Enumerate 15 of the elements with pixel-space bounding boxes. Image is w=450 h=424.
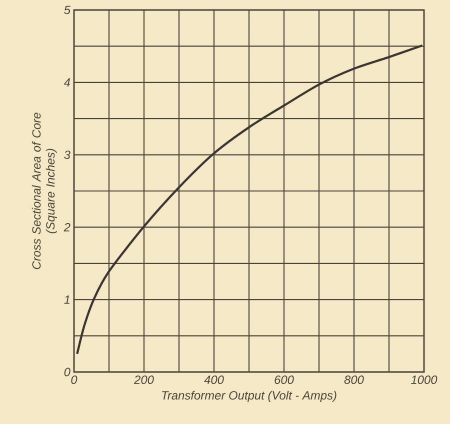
y-tick-label: 5: [64, 6, 71, 14]
y-tick-label: 4: [64, 78, 70, 87]
x-tick-label: 800: [344, 376, 364, 384]
x-tick-label: 600: [274, 376, 294, 384]
x-tick-label: 1000: [411, 376, 438, 384]
x-axis-title: Transformer Output (Volt - Amps): [162, 390, 336, 402]
line-series: [76, 44, 424, 355]
x-tick-label: 200: [134, 376, 154, 384]
y-tick-label: 2: [64, 223, 70, 232]
y-tick-label: 0: [64, 368, 70, 376]
x-tick-label: 0: [71, 376, 78, 384]
y-axis-title: Cross Sectional Area of Core (Square Inches): [32, 112, 57, 270]
y-tick-label: 3: [64, 150, 70, 160]
x-tick-label: 400: [204, 376, 224, 384]
y-tick-label: 1: [64, 295, 70, 304]
